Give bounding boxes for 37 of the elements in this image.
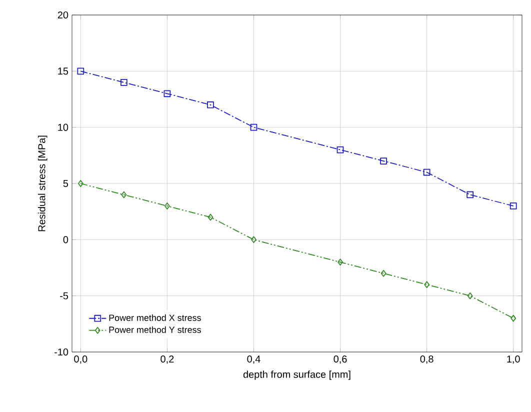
point (251, 236, 256, 244)
x-axis-title: depth from surface [mm] (243, 370, 350, 380)
point (207, 101, 214, 108)
point (338, 258, 343, 266)
x-tick-label: 0,0 (74, 356, 88, 364)
point (208, 214, 214, 221)
point (164, 202, 170, 210)
y-tick-label: 0 (63, 236, 68, 244)
x-tick-label: 0,6 (334, 356, 347, 364)
x-tick-label: 0,4 (247, 356, 260, 364)
point (78, 180, 84, 187)
point (77, 68, 84, 75)
y-tick-label: 5 (63, 180, 68, 187)
point (424, 281, 430, 288)
point (380, 158, 387, 164)
point (510, 314, 516, 322)
point (423, 168, 430, 176)
point (510, 202, 517, 210)
y-axis-title: Residual stress [MPa] (38, 136, 48, 232)
x-tick-label: 1,0 (507, 356, 520, 364)
legend-label: Power method Y stress (109, 326, 201, 333)
x-tick-label: 0,8 (420, 356, 434, 364)
y-tick-label: 10 (58, 124, 68, 131)
point (250, 124, 258, 131)
x-tick-label: 0,2 (160, 356, 174, 364)
y-tick-label: -5 (60, 292, 68, 300)
point (380, 270, 386, 277)
point (467, 292, 473, 300)
y-tick-label: -10 (54, 348, 68, 356)
legend-label: Power method X stress (109, 314, 201, 321)
point (336, 146, 344, 154)
y-tick-label: 15 (58, 68, 68, 75)
y-tick-label: 20 (58, 11, 68, 19)
point (466, 191, 474, 198)
point (164, 90, 171, 98)
point (120, 78, 128, 86)
point (121, 191, 127, 198)
